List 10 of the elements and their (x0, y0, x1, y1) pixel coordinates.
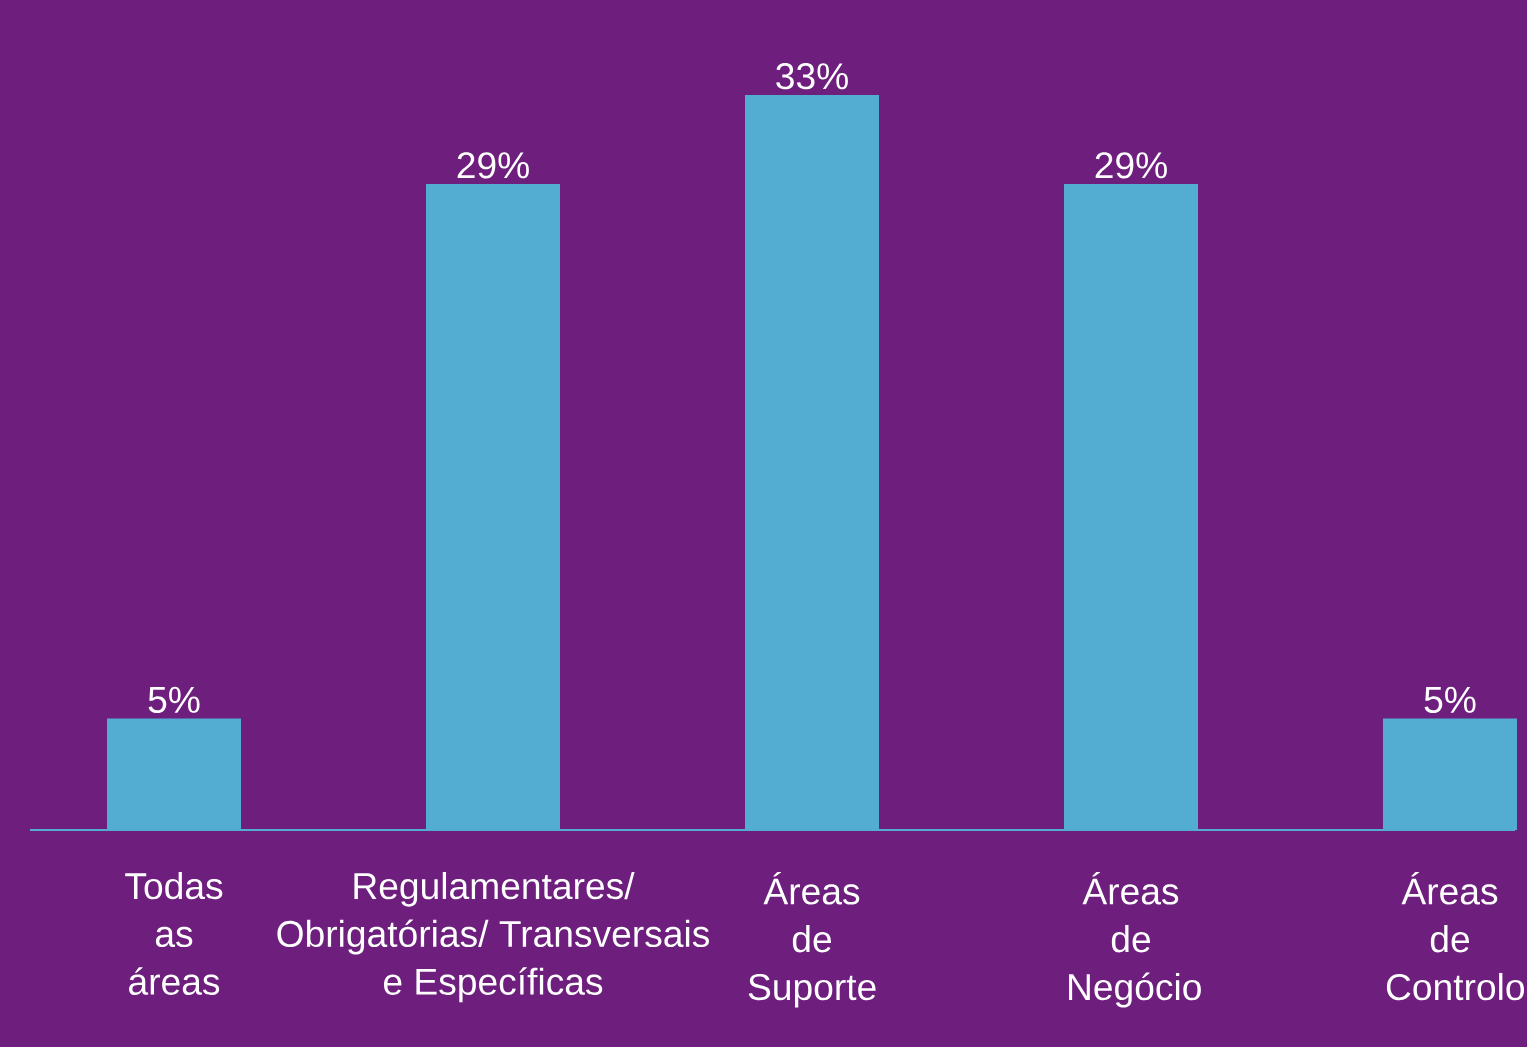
x-tick-label: Regulamentares/ Obrigatórias/ Transversais e Específicas (277, 871, 709, 1003)
x-tick-label: Áreas de Suporte (748, 871, 876, 1008)
x-tick-label: Áreas de Negócio (1069, 871, 1201, 1008)
data-label: 29% (1095, 152, 1167, 179)
data-label: 5% (1424, 686, 1476, 714)
data-label: 33% (776, 63, 848, 90)
x-tick-label: Áreas de Controlo (1386, 871, 1524, 1001)
x-tick-label: Todas as áreas (125, 871, 223, 995)
data-label: 29% (457, 152, 529, 179)
data-label: 5% (148, 686, 200, 714)
